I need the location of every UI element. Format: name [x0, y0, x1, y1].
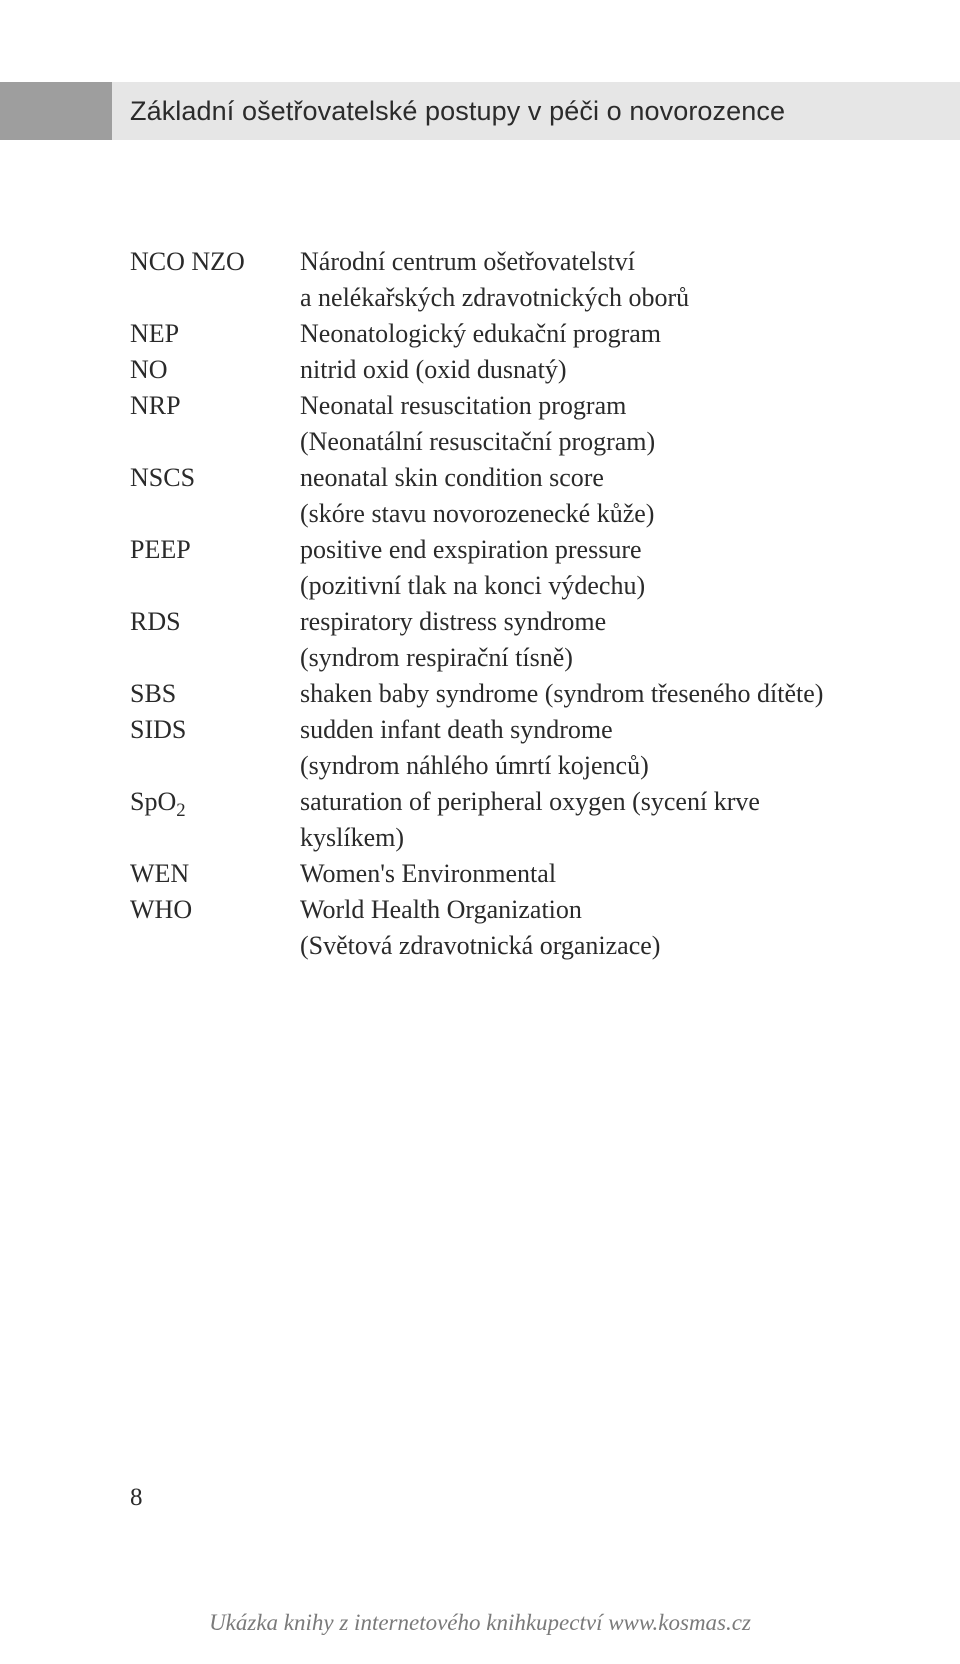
abbr-row: NOnitrid oxid (oxid dusnatý) [130, 352, 870, 388]
abbr-row: WHOWorld Health Organization [130, 892, 870, 928]
abbreviations-list: NCO NZONárodní centrum ošetřovatelstvía … [130, 244, 870, 964]
abbr-row: a nelékařských zdravotnických oborů [130, 280, 870, 316]
abbr-term: SIDS [130, 712, 300, 748]
abbr-row: (syndrom respirační tísně) [130, 640, 870, 676]
abbr-definition: nitrid oxid (oxid dusnatý) [300, 352, 870, 388]
abbr-term: NEP [130, 316, 300, 352]
abbr-term: NRP [130, 388, 300, 424]
page-number: 8 [130, 1484, 143, 1512]
abbr-definition: (Světová zdravotnická organizace) [300, 928, 870, 964]
abbr-definition: (syndrom náhlého úmrtí kojenců) [300, 748, 870, 784]
abbr-term: NSCS [130, 460, 300, 496]
abbr-definition: (Neonatální resuscitační program) [300, 424, 870, 460]
abbr-definition: Women's Environmental [300, 856, 870, 892]
abbr-row: WENWomen's Environmental [130, 856, 870, 892]
abbr-definition: sudden infant death syndrome [300, 712, 870, 748]
abbr-term: WEN [130, 856, 300, 892]
abbr-definition: Národní centrum ošetřovatelství [300, 244, 870, 280]
abbr-definition: saturation of peripheral oxygen (sycení … [300, 784, 870, 856]
abbr-term: RDS [130, 604, 300, 640]
abbr-row: NEPNeonatologický edukační program [130, 316, 870, 352]
abbr-term [130, 928, 300, 964]
abbr-row: SBSshaken baby syndrome (syndrom třesené… [130, 676, 870, 712]
abbr-definition: (skóre stavu novorozenecké kůže) [300, 496, 870, 532]
header-dark-block [0, 82, 112, 140]
abbr-row: (skóre stavu novorozenecké kůže) [130, 496, 870, 532]
abbr-row: (Neonatální resuscitační program) [130, 424, 870, 460]
abbr-definition: World Health Organization [300, 892, 870, 928]
page-title: Základní ošetřovatelské postupy v péči o… [130, 96, 785, 127]
abbr-definition: Neonatologický edukační program [300, 316, 870, 352]
abbr-row: (Světová zdravotnická organizace) [130, 928, 870, 964]
abbr-definition: a nelékařských zdravotnických oborů [300, 280, 870, 316]
abbr-term: NCO NZO [130, 244, 300, 280]
abbr-term: SpO2 [130, 784, 300, 856]
abbr-definition: positive end exspiration pressure [300, 532, 870, 568]
abbr-row: NRPNeonatal resuscitation program [130, 388, 870, 424]
abbr-definition: Neonatal resuscitation program [300, 388, 870, 424]
abbr-term: PEEP [130, 532, 300, 568]
abbr-term: NO [130, 352, 300, 388]
abbr-subscript: 2 [176, 800, 185, 821]
abbr-row: (pozitivní tlak na konci výdechu) [130, 568, 870, 604]
abbr-row: (syndrom náhlého úmrtí kojenců) [130, 748, 870, 784]
abbr-term: WHO [130, 892, 300, 928]
abbr-definition: (pozitivní tlak na konci výdechu) [300, 568, 870, 604]
abbr-term: SBS [130, 676, 300, 712]
abbr-row: SpO2saturation of peripheral oxygen (syc… [130, 784, 870, 856]
abbr-row: NSCSneonatal skin condition score [130, 460, 870, 496]
header-light-block: Základní ošetřovatelské postupy v péči o… [112, 82, 960, 140]
abbr-term [130, 424, 300, 460]
abbr-term [130, 496, 300, 532]
abbr-definition: shaken baby syndrome (syndrom třeseného … [300, 676, 870, 712]
abbr-definition: respiratory distress syndrome [300, 604, 870, 640]
abbr-row: SIDSsudden infant death syndrome [130, 712, 870, 748]
abbr-row: RDSrespiratory distress syndrome [130, 604, 870, 640]
abbr-term [130, 568, 300, 604]
abbr-row: NCO NZONárodní centrum ošetřovatelství [130, 244, 870, 280]
abbr-row: PEEPpositive end exspiration pressure [130, 532, 870, 568]
abbr-term [130, 640, 300, 676]
abbr-definition: neonatal skin condition score [300, 460, 870, 496]
abbr-term [130, 280, 300, 316]
abbr-term [130, 748, 300, 784]
abbr-definition: (syndrom respirační tísně) [300, 640, 870, 676]
footer-note: Ukázka knihy z internetového knihkupectv… [0, 1610, 960, 1636]
page: Základní ošetřovatelské postupy v péči o… [0, 0, 960, 1664]
header-band: Základní ošetřovatelské postupy v péči o… [0, 82, 960, 140]
